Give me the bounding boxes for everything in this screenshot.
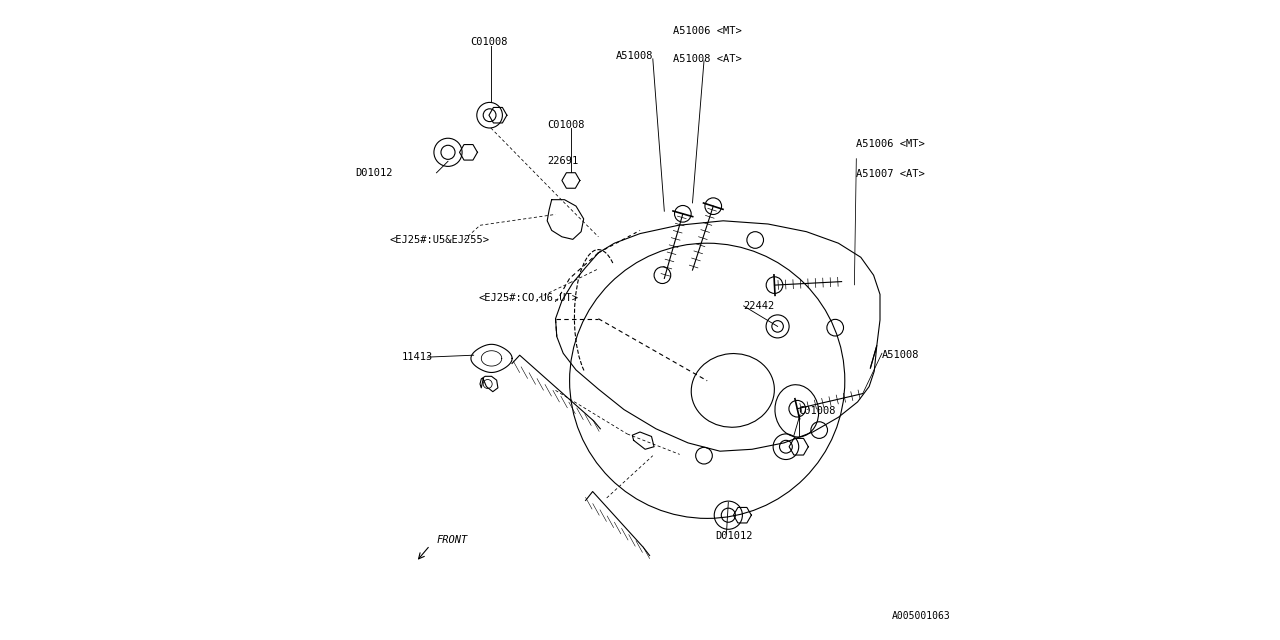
Text: C01008: C01008 [799, 406, 836, 416]
Text: C01008: C01008 [548, 120, 585, 130]
Text: A51006 <MT>: A51006 <MT> [856, 139, 925, 149]
Text: A005001063: A005001063 [892, 611, 950, 621]
Text: A51008: A51008 [882, 350, 919, 360]
Text: C01008: C01008 [471, 36, 508, 47]
Text: D01012: D01012 [356, 168, 393, 178]
Text: 22442: 22442 [744, 301, 774, 311]
Text: D01012: D01012 [716, 531, 753, 541]
Text: 11413: 11413 [402, 352, 433, 362]
Text: A51007 <AT>: A51007 <AT> [856, 169, 925, 179]
Text: A51006 <MT>: A51006 <MT> [673, 26, 742, 36]
Text: FRONT: FRONT [436, 535, 467, 545]
Text: <EJ25#:U5&EJ255>: <EJ25#:U5&EJ255> [389, 235, 489, 245]
Text: <EJ25#:CO,U6,UT>: <EJ25#:CO,U6,UT> [479, 292, 579, 303]
Text: A51008 <AT>: A51008 <AT> [673, 54, 742, 64]
Text: 22691: 22691 [548, 156, 579, 166]
Text: A51008: A51008 [616, 51, 653, 61]
